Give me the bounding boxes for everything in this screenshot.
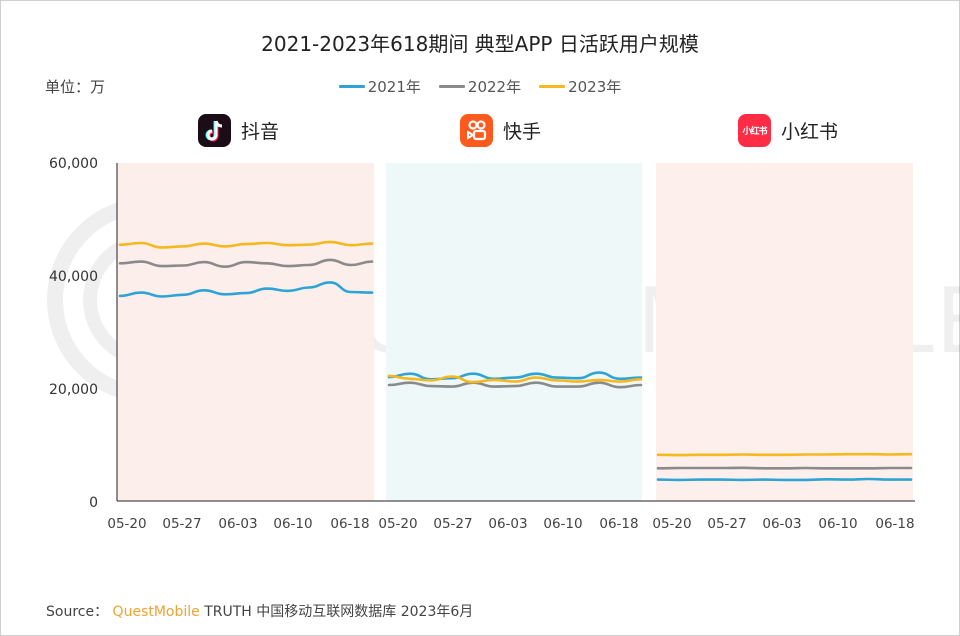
source-prefix: Source： xyxy=(46,604,109,620)
svg-text:60,000: 60,000 xyxy=(49,156,98,172)
svg-text:05-27: 05-27 xyxy=(707,516,746,532)
x-ticks: 05-20 05-27 06-03 06-10 06-18 05-20 05-2… xyxy=(107,516,914,532)
legend-label-2023: 2023年 xyxy=(568,78,622,96)
svg-text:05-20: 05-20 xyxy=(107,516,146,532)
series-line-xiaohongshu-2021 xyxy=(656,477,913,482)
svg-text:06-10: 06-10 xyxy=(818,516,857,532)
svg-text:0: 0 xyxy=(89,495,98,511)
app-name-kuaishou: 快手 xyxy=(503,121,542,143)
douyin-logo-icon xyxy=(198,114,231,147)
svg-text:06-03: 06-03 xyxy=(762,516,801,532)
source-rest: TRUTH 中国移动互联网数据库 2023年6月 xyxy=(204,604,474,620)
legend-swatch-2023 xyxy=(539,85,566,88)
legend-item-2021[interactable]: 2021年 xyxy=(338,76,421,97)
legend-label-2021: 2021年 xyxy=(367,78,421,96)
series-line-kuaishou-2022 xyxy=(387,381,643,389)
svg-text:05-27: 05-27 xyxy=(433,516,472,532)
svg-text:05-27: 05-27 xyxy=(162,516,201,532)
app-header-xiaohongshu: 小红书 小红书 xyxy=(738,114,838,147)
legend-item-2022[interactable]: 2022年 xyxy=(438,76,522,97)
chart-title: 2021-2023年618期间 典型APP 日活跃用户规模 xyxy=(261,32,699,56)
app-header-douyin: 抖音 xyxy=(198,114,279,147)
svg-text:20,000: 20,000 xyxy=(49,382,98,398)
svg-text:40,000: 40,000 xyxy=(49,269,98,285)
svg-text:06-03: 06-03 xyxy=(488,516,527,532)
svg-text:06-18: 06-18 xyxy=(330,516,369,532)
series-line-douyin-2023 xyxy=(118,240,374,249)
svg-text:05-20: 05-20 xyxy=(378,516,417,532)
svg-text:06-03: 06-03 xyxy=(218,516,257,532)
app-header-kuaishou: 快手 xyxy=(460,114,541,147)
legend-swatch-2022 xyxy=(438,85,465,88)
panel-bg-kuaishou xyxy=(386,163,642,501)
xiaohongshu-logo-icon: 小红书 xyxy=(738,114,771,147)
kuaishou-logo-icon xyxy=(460,114,493,147)
svg-text:06-10: 06-10 xyxy=(273,516,312,532)
panel-bg-xiaohongshu xyxy=(656,163,913,501)
unit-label: 单位：万 xyxy=(45,78,106,96)
series-line-douyin-2021 xyxy=(118,281,374,298)
legend: 2021年 2022年 2023年 xyxy=(0,76,960,97)
series-line-xiaohongshu-2023 xyxy=(656,452,913,457)
svg-text:05-20: 05-20 xyxy=(652,516,691,532)
legend-item-2023[interactable]: 2023年 xyxy=(539,76,621,97)
svg-text:06-10: 06-10 xyxy=(543,516,582,532)
legend-label-2022: 2022年 xyxy=(467,78,522,96)
app-name-xiaohongshu: 小红书 xyxy=(781,121,839,143)
y-ticks: 60,000 40,000 20,000 0 xyxy=(49,156,98,511)
app-name-douyin: 抖音 xyxy=(241,121,280,143)
panel-bg-douyin xyxy=(117,163,374,501)
legend-swatch-2021 xyxy=(338,85,365,88)
source-note: Source： QuestMobile TRUTH 中国移动互联网数据库 202… xyxy=(46,601,473,621)
source-brand: QuestMobile xyxy=(112,604,200,620)
svg-text:06-18: 06-18 xyxy=(599,516,638,532)
series-layer xyxy=(118,240,913,482)
series-line-xiaohongshu-2022 xyxy=(656,466,913,470)
series-line-douyin-2022 xyxy=(118,258,374,269)
svg-text:06-18: 06-18 xyxy=(875,516,914,532)
series-line-kuaishou-2023 xyxy=(387,374,643,384)
